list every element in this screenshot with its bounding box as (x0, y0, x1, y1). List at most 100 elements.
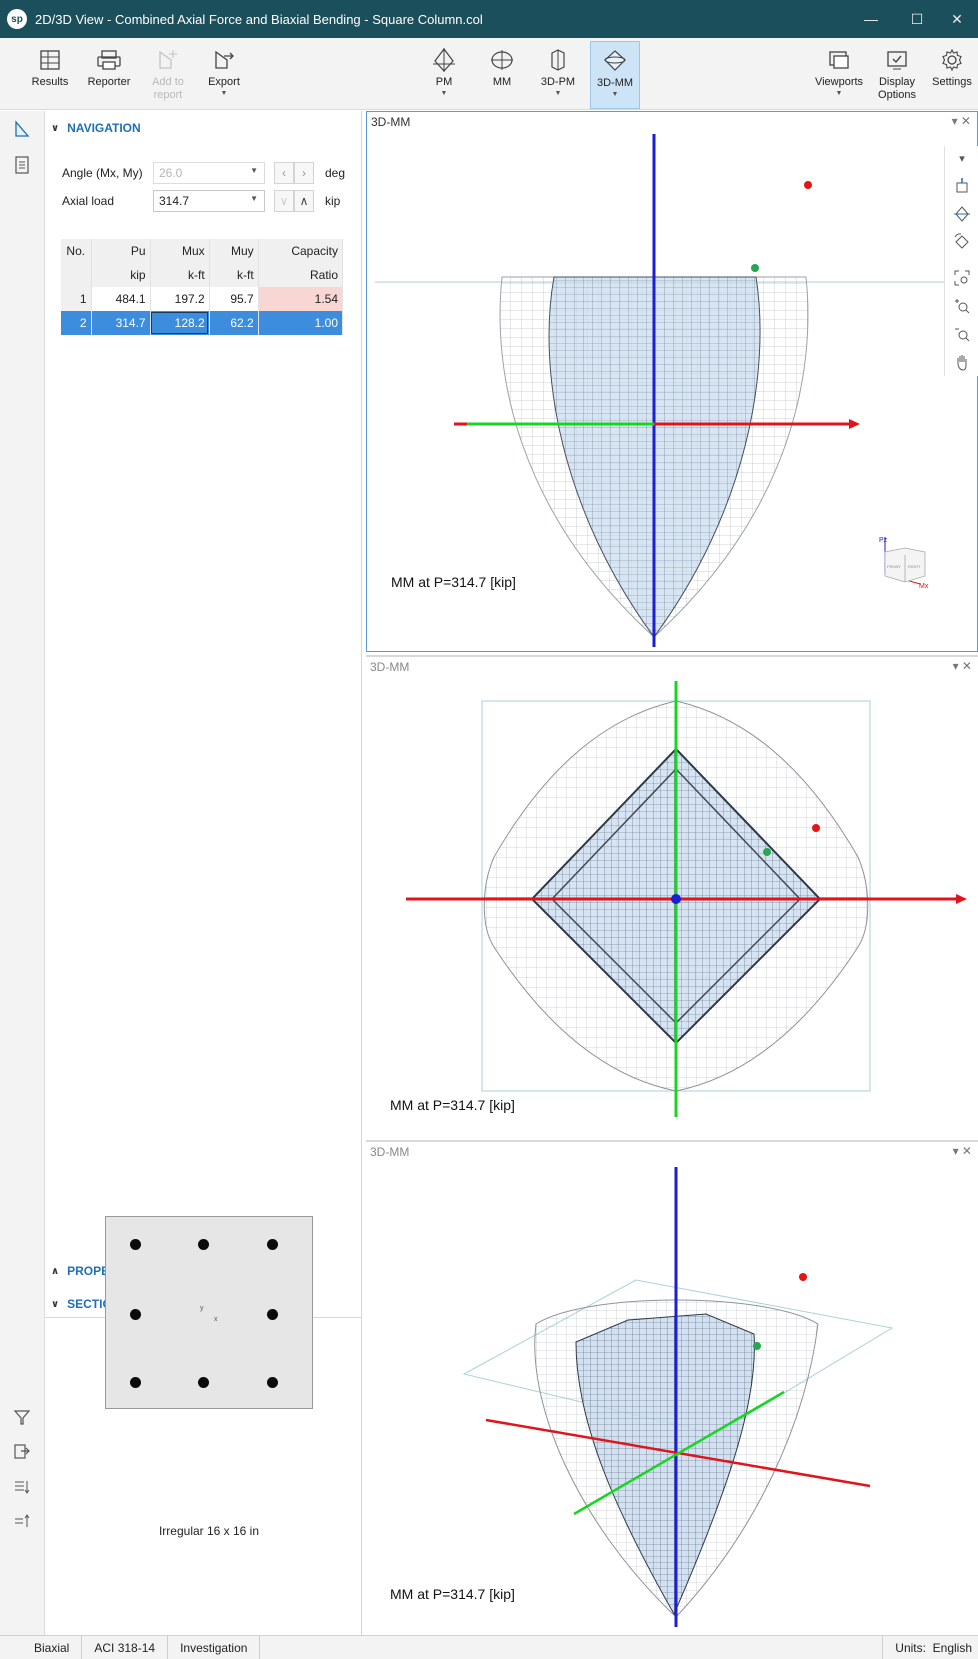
viewport-title: 3D-MM (371, 115, 411, 129)
pu-cell[interactable]: 484.1 (91, 287, 151, 311)
row-number: 2 (61, 311, 92, 335)
view-pm-button[interactable]: PM ▼ (422, 44, 466, 97)
unit-cell: k-ft (209, 263, 259, 287)
col-header-mux: Mux (150, 239, 210, 263)
view-mm-button[interactable]: MM (480, 44, 524, 89)
viewport-iso-canvas[interactable] (366, 1142, 978, 1630)
viewport-front[interactable]: Pz Mx FRONT RIGHT 3D-MM ▾ ✕ MM at P=314.… (366, 111, 978, 652)
view-cube-front-face: FRONT (887, 564, 901, 569)
export-icon (212, 44, 236, 76)
axis-mx-arrow (849, 419, 860, 429)
settings-button[interactable]: Settings (928, 44, 976, 89)
sort-descending-icon[interactable] (12, 1477, 32, 1497)
zoom-in-icon[interactable] (952, 296, 972, 316)
viewport-top-canvas[interactable] (366, 657, 978, 1140)
title-bar: sp 2D/3D View - Combined Axial Force and… (0, 0, 978, 38)
mm-label: MM at P=314.7 [kip] (390, 1097, 515, 1113)
load-table: No. Pu Mux Muy Capacity kip k-ft k-ft Ra… (61, 239, 344, 335)
pan-icon[interactable] (952, 352, 972, 372)
add-to-report-label: Add to report (152, 76, 184, 101)
view-mm-label: MM (492, 76, 512, 88)
units-label: Units: (895, 1641, 926, 1655)
viewports-button[interactable]: Viewports ▼ (814, 44, 864, 97)
load-point-red (804, 181, 812, 189)
axial-load-up-button[interactable]: ∧ (294, 190, 314, 212)
zoom-extents-icon[interactable] (952, 268, 972, 288)
mm-icon (489, 44, 515, 76)
col-header-no: No. (61, 239, 92, 263)
maximize-icon[interactable]: ☐ (910, 10, 924, 27)
unit-cell: k-ft (150, 263, 210, 287)
viewport-menu-icon[interactable]: ▾ ✕ (952, 659, 972, 673)
gear-icon (940, 44, 964, 76)
mm-label: MM at P=314.7 [kip] (391, 574, 516, 590)
chevron-down-icon: ▼ (835, 90, 843, 97)
chevron-down-icon: ∨ (51, 1298, 60, 1310)
view-top-icon[interactable] (952, 176, 972, 196)
chevron-down-icon: ▼ (611, 91, 619, 98)
sort-ascending-icon[interactable] (12, 1511, 32, 1531)
table-row-selected[interactable]: 2 314.7 128.2 62.2 1.00 (61, 311, 344, 335)
axial-load-label: Axial load (62, 194, 115, 208)
viewports-icon (827, 44, 851, 76)
left-icon-rail (0, 111, 45, 1635)
close-icon[interactable]: ✕ (951, 10, 963, 27)
axial-load-down-button[interactable]: ∨ (274, 190, 294, 212)
status-run-type: Investigation (168, 1635, 261, 1659)
section-preview: y x (105, 1216, 313, 1409)
results-button[interactable]: Results (30, 44, 70, 89)
muy-cell[interactable]: 62.2 (209, 311, 259, 335)
viewport-top[interactable]: 3D-MM ▾ ✕ MM at P=314.7 [kip] (366, 655, 978, 1140)
viewport-menu-icon[interactable]: ▾ ✕ (952, 1144, 972, 1158)
rebar-dot (267, 1377, 278, 1388)
view-cube-right-face: RIGHT (908, 564, 921, 569)
view-cube-pz: Pz (879, 537, 888, 544)
diagram-icon[interactable] (12, 119, 32, 139)
settings-label: Settings (932, 76, 972, 88)
load-point-red (799, 1273, 807, 1281)
view-3d-mm-button[interactable]: 3D-MM ▼ (590, 41, 640, 109)
axis-mx-arrow (956, 894, 967, 904)
angle-combo[interactable]: 26.0 ▼ (153, 162, 265, 184)
angle-prev-button[interactable]: ‹ (274, 162, 294, 184)
unit-cell: Ratio (258, 263, 344, 287)
viewport-menu-icon[interactable]: ▾ ✕ (951, 114, 971, 128)
chevron-down-icon: ▼ (554, 90, 562, 97)
navigation-panel: ∨ NAVIGATION Angle (Mx, My) 26.0 ▼ ‹ › d… (45, 111, 362, 1635)
pu-cell[interactable]: 314.7 (91, 311, 151, 335)
angle-next-button[interactable]: › (294, 162, 314, 184)
rotate-icon[interactable] (952, 232, 972, 252)
viewport-iso[interactable]: 3D-MM ▾ ✕ MM at P=314.7 [kip] (366, 1140, 978, 1630)
dropdown-icon[interactable]: ▾ (959, 152, 965, 165)
export-button[interactable]: Export ▼ (204, 44, 244, 97)
minimize-icon[interactable]: — (864, 11, 878, 27)
view-front-icon[interactable] (952, 204, 972, 224)
viewport-title: 3D-MM (370, 660, 410, 674)
display-options-button[interactable]: Display Options (874, 44, 920, 102)
chevron-down-icon: ▼ (220, 90, 228, 97)
table-row[interactable]: 1 484.1 197.2 95.7 1.54 (61, 287, 344, 311)
section-axis-y: y (200, 1305, 204, 1312)
load-point-red (812, 824, 820, 832)
section-axis-x: x (214, 1316, 218, 1323)
viewport-front-canvas[interactable]: Pz Mx FRONT RIGHT (367, 112, 977, 651)
view-3d-pm-button[interactable]: 3D-PM ▼ (536, 44, 580, 97)
navigation-header[interactable]: ∨ NAVIGATION (51, 121, 141, 135)
chevron-down-icon: ∨ (51, 122, 60, 134)
viewports-label: Viewports (814, 76, 864, 88)
mux-cell[interactable]: 128.2 (150, 311, 210, 335)
capacity-ratio-cell: 1.54 (258, 287, 344, 311)
col-header-muy: Muy (209, 239, 259, 263)
add-to-report-button[interactable]: Add to report (148, 44, 188, 102)
chevron-down-icon: ▼ (250, 166, 258, 175)
row-number: 1 (61, 287, 92, 311)
export-rail-icon[interactable] (12, 1441, 32, 1461)
filter-icon[interactable] (12, 1407, 32, 1427)
muy-cell[interactable]: 95.7 (209, 287, 259, 311)
zoom-out-icon[interactable] (952, 324, 972, 344)
document-icon[interactable] (12, 155, 32, 175)
mux-cell[interactable]: 197.2 (150, 287, 210, 311)
view-cube[interactable]: Pz Mx FRONT RIGHT (879, 537, 929, 590)
reporter-button[interactable]: Reporter (84, 44, 134, 89)
axial-load-combo[interactable]: 314.7 ▼ (153, 190, 265, 212)
